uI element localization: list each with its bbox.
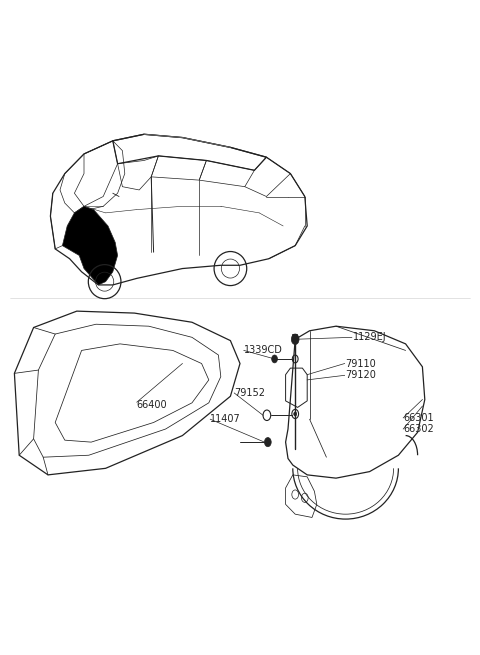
Text: 66302: 66302 (403, 424, 434, 434)
Circle shape (291, 334, 299, 345)
Text: 1129EJ: 1129EJ (353, 332, 386, 343)
Text: 66301: 66301 (403, 413, 434, 423)
Circle shape (272, 355, 277, 363)
Text: 1339CD: 1339CD (244, 345, 283, 356)
Text: 11407: 11407 (210, 414, 241, 424)
Text: 79110: 79110 (346, 358, 376, 369)
Text: 66400: 66400 (137, 400, 168, 410)
Text: 79152: 79152 (234, 388, 265, 398)
Circle shape (294, 412, 297, 416)
Text: 79120: 79120 (346, 370, 376, 381)
Circle shape (264, 438, 271, 447)
Polygon shape (62, 206, 118, 285)
